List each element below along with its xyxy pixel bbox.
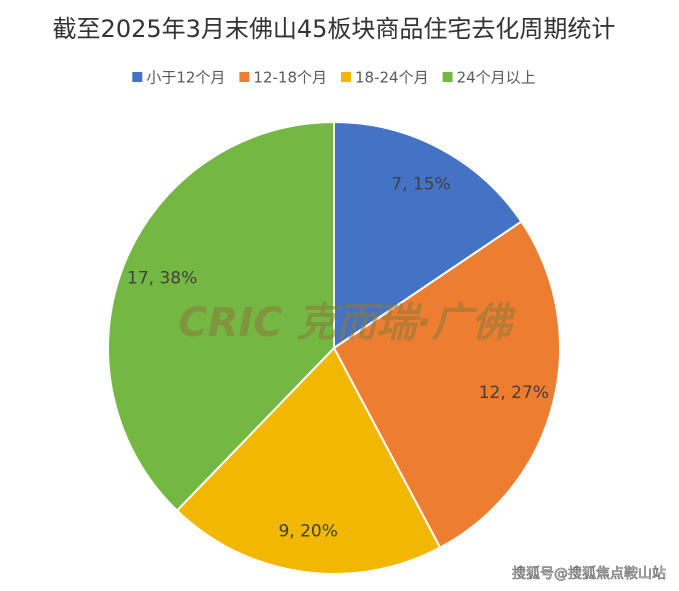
legend-label: 12-18个月: [253, 69, 327, 87]
pie-slice: [175, 346, 442, 575]
legend: 小于12个月 12-18个月 18-24个月 24个月以上: [132, 69, 536, 87]
legend-swatch: [442, 72, 453, 82]
pie-slice: [107, 120, 335, 512]
legend-swatch: [239, 72, 250, 82]
data-label: 7, 15%: [391, 174, 450, 194]
legend-label: 18-24个月: [355, 69, 429, 87]
legend-swatch: [341, 72, 351, 82]
data-label: 9, 20%: [278, 522, 337, 542]
legend-label: 24个月以上: [457, 69, 536, 87]
data-label: 17, 38%: [127, 269, 197, 289]
source: 搜狐号@搜狐焦点鞍山站: [512, 566, 666, 582]
chart-title: 截至2025年3月末佛山45板块商品住宅去化周期统计: [53, 15, 616, 43]
watermark: CRIC 克而瑞·广佛: [178, 300, 517, 346]
legend-swatch: [132, 72, 143, 82]
legend-label: 小于12个月: [146, 69, 225, 87]
data-label: 12, 27%: [479, 383, 549, 403]
pie-slice: [333, 120, 523, 350]
pie-slice: [332, 220, 561, 549]
pie: 7, 15% 12, 27% 9, 20% 17, 38%: [107, 120, 561, 575]
